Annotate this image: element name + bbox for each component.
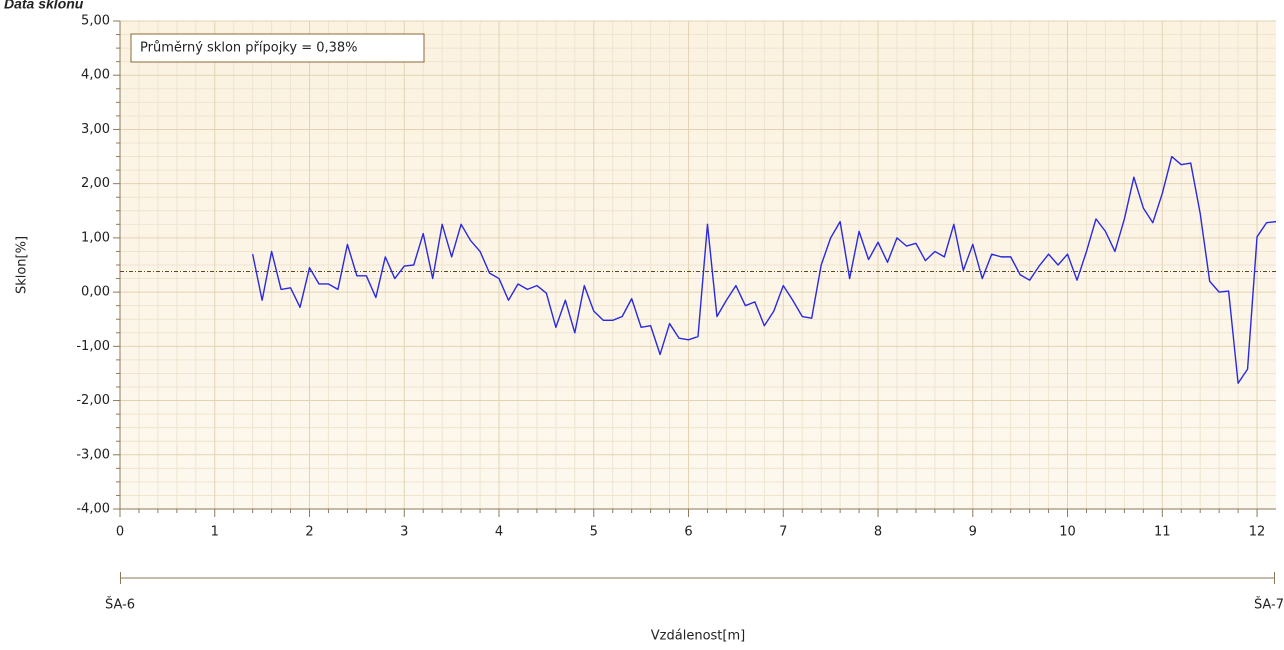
x-tick-label: 2 [305,525,313,540]
y-tick-label: -3,00 [76,447,110,462]
x-tick-label: 1 [211,525,219,540]
x-tick-label: 6 [684,525,692,540]
data-line [251,155,1277,384]
chart-title: Data sklonu [4,0,84,12]
x-tick-label: 0 [116,525,124,540]
y-tick-label: -2,00 [76,393,110,408]
x-axis-label: Vzdálenost[m] [651,629,745,644]
y-tick-label: 4,00 [81,68,110,83]
x-tick-label: 3 [400,525,408,540]
secondary-end-label: ŠA-7 [1254,597,1284,613]
y-tick-label: 5,00 [81,14,110,29]
y-tick-label: -4,00 [76,502,110,517]
x-tick-label: 12 [1249,525,1266,540]
secondary-start-label: ŠA-6 [105,597,135,613]
annotation-box [130,33,425,63]
annotation: Průměrný sklon přípojky = 0,38% [140,41,358,56]
x-tick-label: 5 [590,525,598,540]
y-tick-label: 3,00 [81,122,110,137]
y-tick-label: 0,00 [81,285,110,300]
y-axis-label: Sklon[%] [15,236,30,294]
y-tick-label: 2,00 [81,176,110,191]
x-tick-label: 7 [779,525,787,540]
x-tick-label: 4 [495,525,503,540]
x-tick-label: 10 [1059,525,1076,540]
y-tick-label: -1,00 [76,339,110,354]
y-tick-label: 1,00 [81,230,110,245]
x-tick-label: 9 [969,525,977,540]
x-tick-label: 11 [1154,525,1171,540]
x-tick-label: 8 [874,525,882,540]
